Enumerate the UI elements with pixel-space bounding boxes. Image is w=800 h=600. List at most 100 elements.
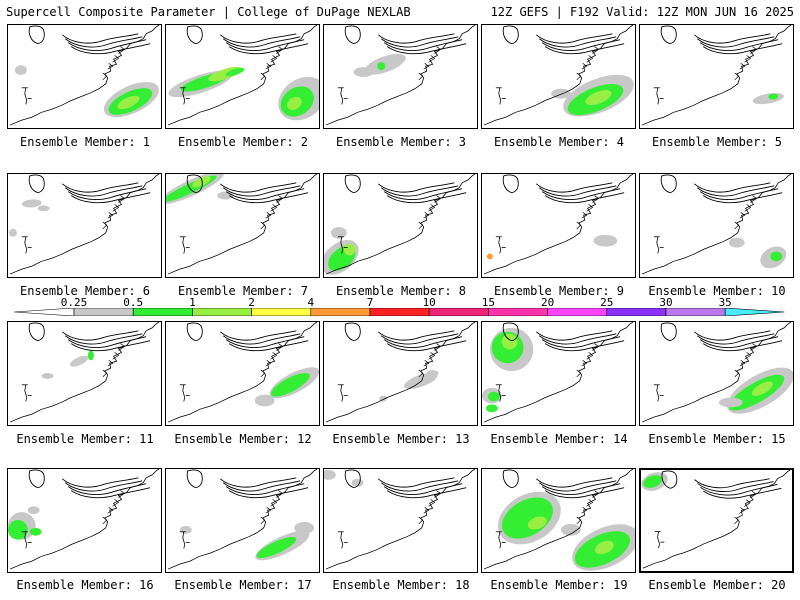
great-lakes-outline xyxy=(538,36,617,48)
ensemble-member-map[interactable] xyxy=(323,24,478,129)
coastline xyxy=(265,62,272,70)
scp-contour xyxy=(585,90,612,106)
ensemble-member-map[interactable] xyxy=(481,173,636,278)
ensemble-member-map[interactable] xyxy=(165,173,320,278)
great-lakes-outline xyxy=(544,340,625,352)
great-lakes-outline xyxy=(67,336,147,348)
great-lakes-outline xyxy=(386,43,467,55)
great-lakes-outline xyxy=(28,174,45,194)
great-lakes-outline xyxy=(186,25,203,45)
great-lakes-outline xyxy=(383,39,463,51)
coastline xyxy=(107,62,114,70)
ensemble-member-map[interactable] xyxy=(7,24,162,129)
great-lakes-outline xyxy=(219,477,297,488)
ensemble-member-label: Ensemble Member: 16 xyxy=(16,578,154,592)
map-canvas xyxy=(325,322,476,423)
coastline xyxy=(325,25,476,126)
coastline xyxy=(102,369,108,378)
map-canvas xyxy=(9,322,160,423)
ensemble-member-map[interactable] xyxy=(639,24,794,129)
great-lakes-outline xyxy=(61,33,139,44)
great-lakes-outline xyxy=(228,43,309,55)
coastline xyxy=(423,506,430,514)
ensemble-member-map[interactable] xyxy=(481,321,636,426)
great-lakes-outline xyxy=(696,333,775,345)
ensemble-member-map[interactable] xyxy=(7,468,162,573)
coastline xyxy=(434,46,442,54)
coastline xyxy=(581,62,588,70)
great-lakes-outline xyxy=(67,483,147,495)
ensemble-member-map[interactable] xyxy=(481,24,636,129)
map-feature xyxy=(24,87,28,105)
scale-tick-label: 0.5 xyxy=(123,296,144,309)
great-lakes-outline xyxy=(386,487,467,499)
great-lakes-outline xyxy=(538,480,617,492)
ensemble-member-map[interactable] xyxy=(165,321,320,426)
ensemble-member-label: Ensemble Member: 17 xyxy=(174,578,312,592)
map-canvas xyxy=(324,174,476,275)
ensemble-member-map[interactable] xyxy=(323,468,478,573)
scp-contour xyxy=(501,333,518,350)
coastline xyxy=(581,211,588,219)
ensemble-member-map[interactable] xyxy=(639,468,794,573)
great-lakes-outline xyxy=(703,487,782,499)
great-lakes-outline xyxy=(702,192,783,204)
color-scale-swatches xyxy=(14,308,785,316)
coastline xyxy=(744,204,752,212)
scale-tick-label: 10 xyxy=(422,296,436,309)
run-valid-time: 12Z GEFS | F192 Valid: 12Z MON JUN 16 20… xyxy=(490,5,794,19)
ensemble-member-map[interactable] xyxy=(165,468,320,573)
map-feature xyxy=(498,236,502,254)
great-lakes-outline xyxy=(699,336,779,348)
ensemble-member-map[interactable] xyxy=(481,468,636,573)
great-lakes-outline xyxy=(64,333,143,345)
coastline xyxy=(118,195,126,203)
coastline xyxy=(739,62,746,70)
ensemble-member-map[interactable] xyxy=(639,173,794,278)
scale-swatch xyxy=(192,308,252,316)
scp-contour xyxy=(486,253,493,260)
ensemble-member-label: Ensemble Member: 4 xyxy=(493,135,625,149)
ensemble-member-label: Ensemble Member: 1 xyxy=(19,135,151,149)
great-lakes-outline xyxy=(660,174,677,194)
ensemble-member-label: Ensemble Member: 9 xyxy=(493,284,625,298)
coastline xyxy=(260,516,266,525)
great-lakes-outline xyxy=(383,336,463,348)
scp-contour xyxy=(770,251,783,262)
great-lakes-outline xyxy=(225,188,305,200)
ensemble-member-map[interactable] xyxy=(7,173,162,278)
map-feature xyxy=(340,531,344,549)
map-feature xyxy=(182,531,186,549)
ensemble-member-label: Ensemble Member: 2 xyxy=(177,135,309,149)
great-lakes-outline xyxy=(502,469,519,489)
coastline xyxy=(750,343,758,351)
great-lakes-outline xyxy=(377,477,455,488)
ensemble-member-map[interactable] xyxy=(639,321,794,426)
great-lakes-outline xyxy=(377,330,455,341)
great-lakes-outline xyxy=(222,185,301,197)
great-lakes-outline xyxy=(693,182,771,193)
ensemble-member-label: Ensemble Member: 19 xyxy=(490,578,628,592)
ensemble-member-map[interactable] xyxy=(323,321,478,426)
coastline xyxy=(581,359,588,367)
coastline xyxy=(167,174,318,275)
scale-swatch xyxy=(547,308,608,316)
scp-contour xyxy=(595,540,614,555)
great-lakes-outline xyxy=(222,480,301,492)
map-canvas xyxy=(167,25,319,126)
coastline xyxy=(641,322,792,423)
scp-contour xyxy=(192,176,211,188)
scp-contour xyxy=(751,381,773,396)
great-lakes-outline xyxy=(502,322,519,342)
scp-contour xyxy=(217,191,234,200)
coastline xyxy=(118,490,126,498)
great-lakes-outline xyxy=(538,333,617,345)
ensemble-member-map[interactable] xyxy=(7,321,162,426)
scp-contour xyxy=(87,350,94,361)
coastline xyxy=(112,204,120,212)
ensemble-member-map[interactable] xyxy=(165,24,320,129)
ensemble-member-map[interactable] xyxy=(323,173,478,278)
coastline xyxy=(276,195,284,203)
scp-contour xyxy=(768,93,779,100)
scp-contour xyxy=(353,67,374,77)
